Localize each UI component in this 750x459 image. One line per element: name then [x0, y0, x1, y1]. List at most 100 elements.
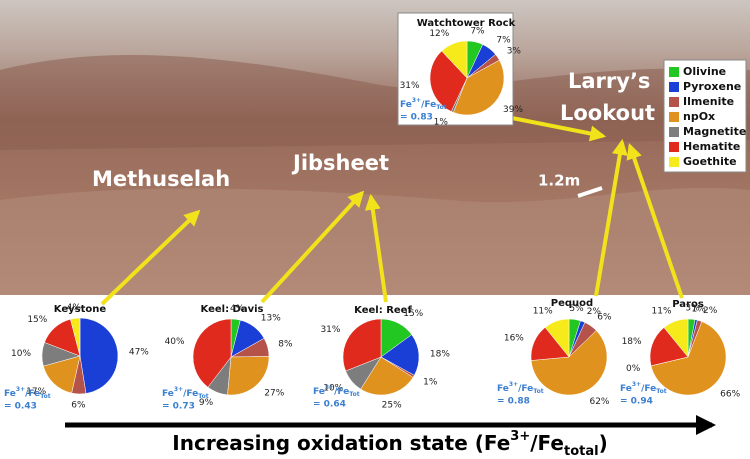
pie-slice — [192, 318, 232, 388]
pie-title: Keel: Reef — [354, 305, 412, 316]
place-label: Jibsheet — [291, 151, 389, 175]
slice-label: 11% — [533, 306, 553, 316]
ratio-label-part: Fe — [400, 100, 412, 110]
pie-slice — [441, 40, 468, 79]
ratio-label-part: Tot — [656, 388, 666, 395]
ratio-label-part: Tot — [349, 391, 359, 398]
ratio-value: = 0.88 — [497, 397, 530, 407]
ratio-label-part: Fe — [620, 384, 632, 394]
ratio-label-part: 3+ — [16, 386, 25, 393]
slice-label: 10% — [11, 349, 31, 359]
pie-slice — [429, 50, 468, 112]
arrow — [626, 142, 684, 299]
slice-label: 15% — [403, 309, 423, 319]
slice-label: 18% — [622, 337, 642, 347]
legend-label: Magnetite — [683, 125, 746, 138]
scale-label: 1.2m — [538, 172, 580, 190]
legend-label: Goethite — [683, 155, 737, 168]
pie-slice — [360, 356, 414, 396]
slice-label: 47% — [129, 348, 149, 358]
slice-label: 27% — [264, 388, 284, 398]
arrow — [260, 190, 365, 304]
ratio-value: = 0.94 — [620, 397, 653, 407]
slice-label: 66% — [720, 389, 740, 399]
slice-label: 5% — [569, 304, 584, 314]
slice-label: 31% — [320, 325, 340, 335]
ratio-label-part: Tot — [40, 393, 50, 400]
legend-label: Pyroxene — [683, 80, 741, 93]
axis-label-part: Increasing oxidation state (Fe — [172, 431, 510, 455]
arrow — [594, 138, 628, 297]
arrow — [364, 193, 388, 303]
pie-slice — [663, 318, 689, 358]
axis-label: Increasing oxidation state (Fe3+/Fetotal… — [172, 429, 607, 459]
legend-label: npOx — [683, 110, 715, 123]
slice-label: 3% — [507, 47, 522, 57]
pie-slice — [380, 334, 420, 376]
pie-title: Keystone — [54, 304, 107, 315]
pie-slice — [453, 59, 505, 116]
slice-label: 10% — [323, 384, 343, 394]
slice-label: 12% — [429, 29, 449, 39]
axis-label-part: 3+ — [510, 429, 530, 444]
slice-label: 39% — [503, 105, 523, 115]
ratio-value: = 0.83 — [400, 113, 433, 123]
arrow — [511, 116, 607, 142]
legend-swatch — [669, 97, 679, 107]
ratio-label: Fe3+/FeTot — [313, 384, 360, 398]
ratio-value: = 0.43 — [4, 402, 37, 412]
slice-label: 18% — [430, 349, 450, 359]
pie-title: Watchtower Rock — [417, 18, 516, 29]
arrows — [100, 116, 684, 306]
ratio-label-part: /Fe — [421, 100, 436, 110]
slice-label: 6% — [597, 313, 612, 323]
ratio-label-part: Tot — [436, 104, 446, 111]
pie-slice — [544, 318, 570, 358]
pie-slice — [342, 318, 382, 372]
ratio-value: = 0.73 — [162, 402, 195, 412]
legend-label: Ilmenite — [683, 95, 734, 108]
slice-label: 4% — [230, 304, 245, 314]
arrow — [100, 209, 201, 306]
legend-label: Hematite — [683, 140, 740, 153]
pie-title: Keel: Davis — [201, 304, 264, 315]
slice-label: 3% — [685, 304, 700, 314]
legend-swatch — [669, 67, 679, 77]
ratio-value: = 0.64 — [313, 400, 346, 410]
pie-slice — [79, 317, 119, 394]
pie-slice — [70, 317, 81, 357]
slice-label: 1% — [423, 377, 438, 387]
legend-swatch — [669, 112, 679, 122]
pie-slice — [650, 321, 727, 396]
pie-title: Pequod — [551, 298, 593, 309]
pie-slice — [649, 327, 689, 367]
slice-label: 16% — [504, 333, 524, 343]
ratio-label-part: Tot — [533, 388, 543, 395]
slice-label: 13% — [261, 314, 281, 324]
ratio-label-part: Fe — [497, 384, 509, 394]
slice-label: 8% — [278, 340, 293, 350]
slice-label: 4% — [67, 303, 82, 313]
ratio-label-part: Fe — [4, 389, 16, 399]
place-label: Lookout — [560, 101, 655, 125]
slice-label: 7% — [470, 27, 485, 37]
slice-label: 6% — [71, 400, 86, 410]
legend-swatch — [669, 82, 679, 92]
slice-label: 31% — [400, 81, 420, 91]
ratio-label-part: /Fe — [518, 384, 533, 394]
slice-label: 62% — [589, 397, 609, 407]
ratio-label-part: /Fe — [25, 389, 40, 399]
pie-title: Paros — [672, 299, 704, 310]
legend-swatch — [669, 157, 679, 167]
slice-label: 25% — [382, 400, 402, 410]
axis-label-part: total — [564, 444, 599, 459]
ratio-label-part: Fe — [162, 389, 174, 399]
slice-label: 17% — [26, 387, 46, 397]
ratio-label-part: Fe — [313, 387, 325, 397]
pie-slice — [530, 330, 608, 396]
place-label: Methuselah — [92, 167, 230, 191]
slice-label: 15% — [27, 315, 47, 325]
slice-label: 7% — [496, 36, 511, 46]
ratio-label: Fe3+/FeTot — [400, 97, 447, 111]
